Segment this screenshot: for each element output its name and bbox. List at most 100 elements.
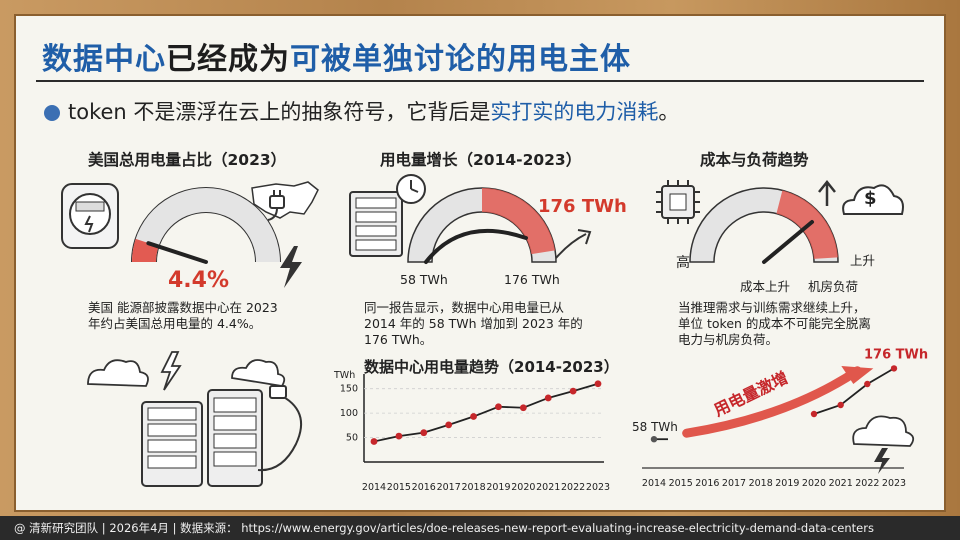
chart1-title: 数据中心用电量趋势（2014-2023） [364,358,619,376]
chart2-point [864,380,871,388]
chart1-point [495,403,502,411]
surge-arrow-body [682,366,862,438]
chart1-x-tick: 2023 [586,482,610,493]
chart1-point [519,404,527,412]
section1-text-line-2: 年约占美国总用电量的 4.4%。 [88,316,262,331]
subtitle: token 不是漂浮在云上的抽象符号，它背后是实打实的电力消耗。 [44,96,679,126]
chart2-end-label: 176 TWh [864,347,928,362]
cloud-icon [87,359,149,387]
section2-text-line-1: 同一报告显示，数据中心用电量已从 [364,300,565,315]
section1-text-line-1: 美国 能源部披露数据中心在 2023 [88,300,278,315]
chart2-x-tick: 2020 [802,478,826,489]
cloud-plug-icon [231,359,303,472]
chart1-point [594,380,602,388]
power-plug-icon [267,190,285,221]
chart2-x-tick: 2022 [855,478,879,489]
chart1-x-tick: 2017 [437,482,461,493]
chart1-x-tick: 2015 [387,482,411,493]
chart1-x-tick: 2021 [536,482,560,493]
chart2-x-tick: 2023 [882,478,906,489]
subtitle-part-3: 。 [658,100,680,124]
chart1-y-label: TWh [333,370,355,381]
growth-headline: 176 TWh [538,196,627,217]
chart2-x-tick: 2019 [775,478,799,489]
chart2-start-point [650,436,658,443]
chart1-y-tick: 50 [346,433,358,444]
chart2-x-tick: 2015 [669,478,693,489]
chart2-start-label: 58 TWh [632,420,678,434]
chart1-y-tick: 150 [340,384,358,395]
chart1-point [420,429,428,437]
data-center-illustration [87,351,303,487]
section3-title: 成本与负荷趋势 [700,151,809,169]
share-value: 4.4% [168,268,230,293]
growth-gauge-needle [424,228,528,264]
chart1-point [569,387,577,395]
cost-rise-label: 成本上升 [740,279,791,294]
chart1-x-tick: 2022 [561,482,585,493]
title-part-3: 可被单独讨论的用电主体 [290,42,631,77]
chip-icon [656,180,700,224]
chart2-point [810,410,818,418]
server-icon [349,191,403,257]
chart1-x-tick: 2018 [461,482,485,493]
chart2-x-tick: 2017 [722,478,746,489]
growth-gauge-fill [482,188,556,255]
chart1-point [544,394,552,402]
electric-meter-icon [61,183,119,249]
server-rack-icon [141,389,263,487]
load-label: 机房负荷 [808,279,859,294]
subtitle-part-1: token 不是漂浮在云上的抽象符号，它背后是 [68,100,491,124]
chart2-point [837,401,844,409]
section2-text: 同一报告显示，数据中心用电量已从 2014 年的 58 TWh 增加到 2023… [364,300,583,348]
section3-text-line-1: 当推理需求与训练需求继续上升， [678,300,866,315]
lightning-icon [280,246,302,288]
subtitle-part-2: 实打实的电力消耗 [490,100,659,124]
surge-arrow-head [841,366,874,384]
chart2-x-tick: 2018 [749,478,773,489]
cost-gauge [689,187,839,264]
footer-source: @ 清新研究团队 | 2026年4月 | 数据来源： https://www.e… [0,516,960,540]
chart1-x-tick: 2014 [362,482,386,493]
bullet-icon [44,105,60,121]
chart1-x-tick: 2016 [412,482,436,493]
chart1-x-tick: 2020 [511,482,535,493]
chart1-point [470,413,477,420]
chart1-y-tick: 100 [340,408,358,419]
share-gauge-needle [146,241,208,264]
section3-text: 当推理需求与训练需求继续上升， 单位 token 的成本不可能完全脱离 电力与机… [678,300,871,348]
growth-gauge [407,187,557,264]
arrow-up-right-icon [555,229,592,259]
section3-text-line-3: 电力与机房负荷。 [678,332,779,347]
chart1-x-tick: 2019 [486,482,510,493]
high-label: 高 [676,255,690,271]
section2-text-line-3: 176 TWh。 [364,332,433,347]
title-part-2: 已经成为 [166,42,290,77]
chart2-point [890,365,898,372]
section3-text-line-2: 单位 token 的成本不可能完全脱离 [678,316,871,331]
section1-title: 美国总用电量占比（2023） [88,151,287,169]
title-divider [36,80,924,82]
chart2-series-line [813,367,895,415]
chart1-series-line [373,382,599,443]
arrow-up-icon [818,179,836,206]
section1-text: 美国 能源部披露数据中心在 2023 年约占美国总用电量的 4.4%。 [88,300,278,332]
section2-title: 用电量增长（2014-2023） [380,151,582,169]
rise-label: 上升 [850,253,876,268]
chart2-x-tick: 2014 [642,478,666,489]
chart2-line-chart: 2014 2015 2016 2017 2018 2019 2020 2021 2022 2023… [632,347,928,489]
clock-icon [396,174,426,204]
share-gauge [131,187,281,264]
cost-gauge-needle [762,220,814,264]
section2-text-line-2: 2014 年的 58 TWh 增加到 2023 年的 [364,316,583,331]
chart2-x-tick: 2021 [829,478,853,489]
growth-start-label: 58 TWh [400,272,448,287]
cloud-dollar-icon [842,184,904,215]
chart1-point [370,438,378,445]
lightning-icon-2 [160,351,182,391]
title-part-1: 数据中心 [42,42,166,77]
chart1-point [445,421,453,429]
growth-end-label: 176 TWh [504,272,560,287]
chart2-x-tick: 2016 [695,478,719,489]
